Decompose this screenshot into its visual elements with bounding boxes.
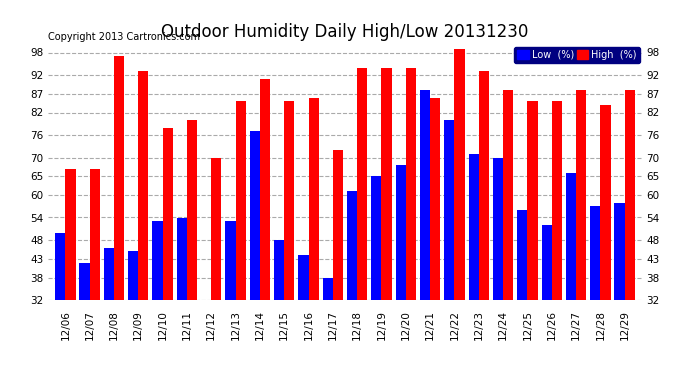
Bar [323,278,333,300]
Bar [615,202,624,300]
Bar [274,240,284,300]
Bar [624,90,635,300]
Bar [79,262,90,300]
Bar [235,101,246,300]
Bar [444,120,455,300]
Bar [55,232,66,300]
Bar [576,90,586,300]
Legend: Low  (%), High  (%): Low (%), High (%) [514,47,640,63]
Bar [552,101,562,300]
Bar [430,98,440,300]
Bar [226,221,235,300]
Bar [357,68,367,300]
Bar [298,255,308,300]
Bar [163,128,172,300]
Bar [114,56,124,300]
Bar [406,68,416,300]
Bar [542,225,552,300]
Bar [308,98,319,300]
Bar [371,176,382,300]
Bar [503,90,513,300]
Bar [284,101,295,300]
Bar [455,49,464,300]
Bar [382,68,392,300]
Bar [333,150,343,300]
Title: Outdoor Humidity Daily High/Low 20131230: Outdoor Humidity Daily High/Low 20131230 [161,22,529,40]
Bar [260,79,270,300]
Bar [590,206,600,300]
Text: Copyright 2013 Cartronics.com: Copyright 2013 Cartronics.com [48,33,200,42]
Bar [138,71,148,300]
Bar [600,105,611,300]
Bar [566,172,576,300]
Bar [152,221,163,300]
Bar [420,90,430,300]
Bar [211,158,221,300]
Bar [493,158,503,300]
Bar [128,251,138,300]
Bar [518,210,527,300]
Bar [187,120,197,300]
Bar [479,71,489,300]
Bar [250,131,260,300]
Bar [395,165,406,300]
Bar [66,169,75,300]
Bar [527,101,538,300]
Bar [469,154,479,300]
Bar [177,217,187,300]
Bar [347,191,357,300]
Bar [104,248,114,300]
Bar [90,169,100,300]
